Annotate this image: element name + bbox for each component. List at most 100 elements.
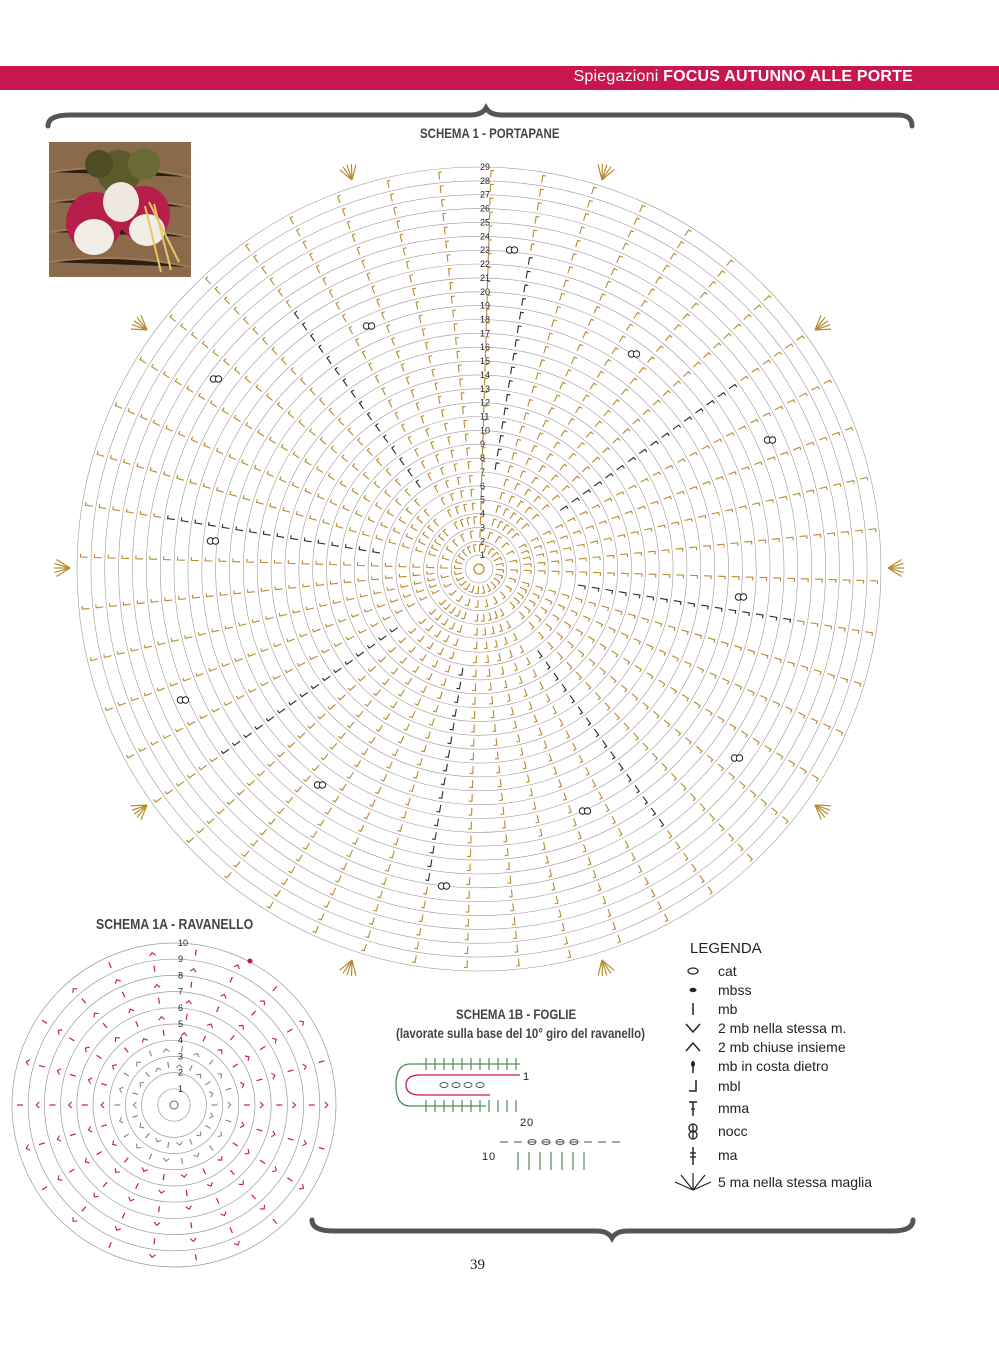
stitch-mark	[260, 681, 269, 687]
stitch-mark	[498, 434, 504, 443]
stitch-mark	[251, 619, 261, 624]
radish-photo	[49, 142, 191, 277]
stitch-mark	[440, 199, 445, 208]
stitch-mark	[603, 409, 612, 417]
stitch-mark	[448, 651, 455, 660]
stitch-mark	[246, 779, 255, 787]
stitch-mark	[481, 460, 486, 469]
stitch-mark	[470, 724, 475, 733]
radish-stitch	[256, 1078, 263, 1082]
stitch-mark	[353, 760, 362, 768]
stitch-mark	[596, 370, 605, 378]
stitch-mark	[341, 313, 347, 323]
round-label: 17	[480, 328, 490, 338]
stitch-mark	[282, 506, 291, 513]
stitch-mark	[516, 592, 525, 600]
stitch-mark	[485, 336, 490, 345]
radish-stitch	[35, 1101, 40, 1109]
stitch-mark	[428, 584, 438, 589]
header-title: Spiegazioni FOCUS AUTUNNO ALLE PORTE	[574, 68, 913, 86]
radish-round-label: 1	[178, 1084, 183, 1094]
radish-stitch	[259, 1159, 266, 1165]
stitch-mark	[598, 520, 608, 525]
stitch-mark	[425, 873, 431, 882]
stitch-mark	[755, 613, 764, 619]
radish-stitch	[215, 1197, 220, 1204]
stitch-mark	[749, 789, 757, 798]
stitch-mark	[553, 441, 561, 449]
stitch-mark	[813, 533, 822, 538]
stitch-mark	[384, 562, 393, 567]
stitch-mark	[272, 675, 281, 680]
stitch-mark	[247, 653, 256, 658]
stitch-mark	[465, 890, 470, 899]
stitch-mark	[468, 793, 473, 802]
stitch-mark	[529, 787, 534, 797]
v-two-mb-icon	[668, 1018, 718, 1038]
stitch-mark	[602, 895, 607, 905]
round-label: 3	[480, 522, 485, 532]
stitch-mark	[342, 378, 348, 387]
stitch-mark	[208, 667, 217, 672]
stitch-mark	[811, 385, 820, 391]
stitch-mark	[398, 563, 407, 568]
stitch-mark	[215, 447, 224, 455]
stitch-mark	[223, 701, 233, 707]
stitch-mark	[410, 524, 418, 532]
stitch-mark	[445, 750, 451, 758]
stitch-mark	[523, 412, 530, 420]
stitch-mark	[393, 837, 399, 846]
stitch-mark	[482, 433, 487, 442]
stitch-mark	[444, 422, 448, 431]
stitch-mark	[528, 599, 536, 607]
stitch-mark	[485, 655, 490, 664]
stitch-mark	[577, 441, 585, 449]
stitch-mark	[797, 711, 806, 719]
stitch-mark	[650, 500, 660, 505]
stitch-mark	[302, 775, 311, 782]
stitch-mark	[535, 814, 540, 824]
fan-stroke	[133, 804, 148, 815]
radish-stitch	[239, 1121, 245, 1129]
nocc-mark	[367, 322, 376, 330]
radish-stitch	[149, 951, 156, 957]
stitch-mark	[337, 417, 345, 426]
stitch-mark	[840, 530, 849, 535]
round-label: 21	[480, 273, 490, 283]
radish-stitch	[220, 993, 227, 999]
stitch-mark	[442, 528, 449, 537]
stitch-mark	[553, 672, 559, 682]
stitch-mark	[299, 692, 308, 698]
fan-stroke	[130, 804, 148, 807]
round-label: 7	[480, 467, 485, 477]
legend-item: cat	[668, 961, 988, 980]
stitch-mark	[699, 874, 705, 884]
radish-stitch	[162, 1029, 165, 1036]
stitch-mark	[301, 560, 310, 565]
main-ring	[409, 499, 549, 639]
stitch-mark	[211, 708, 220, 713]
stitch-mark	[266, 470, 274, 478]
radish-stitch	[208, 1112, 214, 1119]
stitch-mark	[358, 400, 365, 410]
legend-item-label: mbss	[718, 981, 752, 998]
stitch-mark	[785, 536, 794, 541]
stitch-mark	[122, 601, 131, 606]
stitch-mark	[164, 789, 174, 795]
stitch-mark	[783, 617, 792, 623]
stitch-mark	[233, 590, 242, 595]
radish-stitch	[84, 1046, 90, 1053]
radish-stitch	[233, 1240, 240, 1246]
stitch-mark	[460, 611, 467, 620]
stitch-mark	[452, 309, 457, 318]
stitch-mark	[599, 293, 606, 301]
stitch-mark	[644, 876, 649, 886]
stitch-mark	[346, 220, 351, 230]
stitch-mark	[575, 671, 583, 681]
stitch-mark	[278, 612, 288, 617]
stitch-mark	[634, 785, 640, 794]
stitch-mark	[392, 527, 401, 535]
stitch-mark	[784, 343, 794, 349]
stitch-mark	[571, 497, 580, 503]
stitch-mark	[564, 621, 572, 629]
